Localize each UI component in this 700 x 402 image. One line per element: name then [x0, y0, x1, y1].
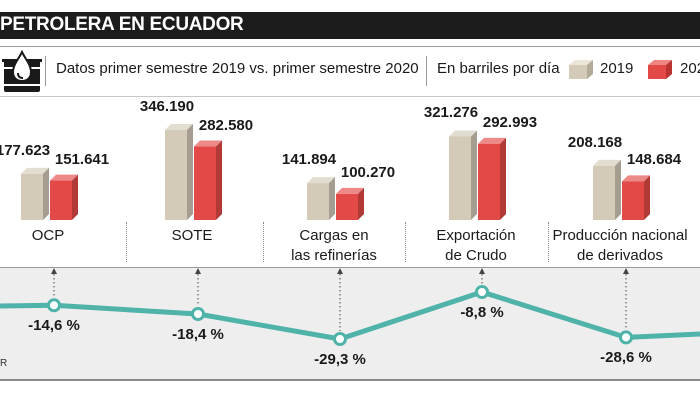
bar-value-2019: 321.276 — [423, 104, 479, 122]
category-label-line: OCP — [31, 227, 65, 244]
bar-2020 — [478, 137, 506, 220]
legend-swatch-2019 — [569, 60, 593, 79]
category-label-line: Exportación — [436, 227, 516, 244]
bar-value-2019: 141.894 — [281, 151, 337, 169]
subtitle: Datos primer semestre 2019 vs. primer se… — [56, 60, 419, 77]
bar-2019 — [449, 130, 477, 220]
bar-value-2019: 177.623 — [0, 141, 51, 159]
bar-value-2019: 208.168 — [567, 133, 623, 151]
change-pointer-arrow — [195, 268, 201, 274]
category-separator — [548, 222, 549, 262]
bar-value-2020: 148.684 — [626, 151, 682, 169]
footer-credit: R — [0, 358, 8, 369]
panel-divider — [0, 267, 700, 268]
bar-2020 — [622, 175, 650, 220]
bar-2019 — [593, 159, 621, 220]
bar-value-2020: 292.993 — [482, 113, 538, 131]
category-label-line: Cargas en — [299, 227, 369, 244]
category-label: Exportación de Crudo — [396, 226, 556, 266]
category-label-line: de derivados — [577, 247, 663, 264]
header-separator — [45, 56, 46, 86]
legend-label-2020: 2020 — [680, 60, 700, 77]
change-point — [475, 285, 489, 299]
page-title: PETROLERA EN ECUADOR — [0, 14, 244, 35]
change-pointer-arrow — [479, 268, 485, 274]
change-pointer-arrow — [51, 268, 57, 274]
title-bar — [0, 12, 700, 39]
change-line — [0, 289, 700, 342]
change-value: -14,6 % — [28, 317, 80, 335]
header-divider — [0, 96, 700, 97]
units-label: En barriles por día — [437, 60, 560, 77]
bar-2020 — [50, 174, 78, 220]
bar-2019 — [307, 177, 335, 220]
bottom-divider — [0, 379, 700, 381]
change-point — [191, 307, 205, 322]
category-separator — [126, 222, 127, 262]
category-label: OCP — [0, 226, 128, 246]
category-label: SOTE — [112, 226, 272, 246]
category-label-line: Producción nacional — [552, 227, 688, 244]
category-label-line: las refinerías — [291, 247, 377, 264]
bar-value-2020: 100.270 — [340, 163, 396, 181]
change-value: -18,4 % — [172, 326, 224, 343]
change-value: -29,3 % — [314, 351, 366, 368]
change-value: -28,6 % — [600, 349, 652, 367]
category-separator — [263, 222, 264, 262]
category-separator — [405, 222, 406, 262]
bar-value-2019: 346.190 — [139, 98, 195, 115]
legend-label-2019: 2019 — [600, 60, 634, 77]
bar-2020 — [194, 140, 222, 220]
category-label-line: de Crudo — [445, 247, 507, 264]
header-divider — [0, 46, 700, 47]
oil-drop-barrel-icon — [2, 50, 42, 92]
bar-2020 — [336, 187, 364, 220]
bar-value-2020: 151.641 — [54, 150, 110, 168]
change-value: -8,8 % — [460, 304, 504, 321]
change-point — [619, 330, 633, 345]
bar-value-2020: 282.580 — [198, 116, 254, 134]
header-separator — [426, 56, 427, 86]
change-point — [47, 298, 61, 313]
category-label: Producción nacional de derivados — [540, 226, 700, 266]
bar-2019 — [21, 167, 49, 220]
bar-2019 — [165, 124, 193, 220]
change-pointer-arrow — [337, 268, 343, 274]
change-line-chart — [0, 268, 700, 346]
legend-swatch-2020 — [648, 60, 672, 79]
category-label: Cargas en las refinerías — [254, 226, 414, 266]
bar-chart — [21, 124, 650, 220]
category-label-line: SOTE — [171, 227, 213, 244]
change-pointer-arrow — [623, 268, 629, 274]
change-point — [333, 332, 347, 346]
